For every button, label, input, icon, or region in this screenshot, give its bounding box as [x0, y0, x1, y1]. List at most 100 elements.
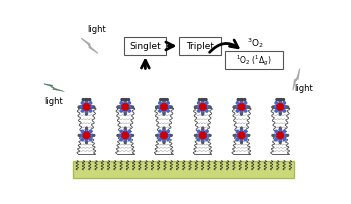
Circle shape — [81, 102, 84, 105]
Circle shape — [283, 99, 285, 101]
Text: $^1$O$_2$ ($^1\Delta_g$): $^1$O$_2$ ($^1\Delta_g$) — [236, 53, 272, 68]
Polygon shape — [117, 108, 134, 131]
Circle shape — [283, 131, 285, 133]
Circle shape — [201, 112, 204, 114]
Circle shape — [241, 142, 242, 144]
Circle shape — [194, 135, 196, 137]
Circle shape — [202, 99, 204, 101]
Circle shape — [240, 140, 243, 143]
Polygon shape — [155, 108, 173, 131]
Circle shape — [196, 106, 198, 109]
Circle shape — [163, 140, 165, 143]
Circle shape — [275, 131, 278, 133]
Circle shape — [236, 139, 239, 141]
Circle shape — [236, 131, 239, 133]
Circle shape — [283, 139, 285, 141]
Circle shape — [120, 131, 122, 133]
Polygon shape — [41, 84, 65, 92]
Circle shape — [244, 110, 247, 113]
Circle shape — [233, 135, 235, 137]
Circle shape — [80, 134, 82, 137]
Circle shape — [248, 135, 250, 137]
Circle shape — [93, 135, 95, 137]
Circle shape — [246, 106, 249, 109]
Circle shape — [205, 99, 207, 101]
Circle shape — [279, 129, 282, 131]
Circle shape — [244, 139, 247, 141]
Circle shape — [241, 99, 242, 101]
Text: Singlet: Singlet — [130, 42, 161, 51]
Circle shape — [279, 114, 281, 116]
Circle shape — [164, 99, 166, 101]
Circle shape — [279, 101, 282, 103]
Circle shape — [237, 99, 239, 101]
Circle shape — [78, 135, 80, 137]
Circle shape — [86, 128, 87, 129]
Circle shape — [241, 114, 242, 116]
Circle shape — [157, 106, 160, 109]
Circle shape — [236, 110, 239, 113]
Circle shape — [198, 139, 200, 141]
Circle shape — [86, 114, 87, 116]
Circle shape — [205, 139, 208, 141]
Circle shape — [81, 131, 84, 133]
Circle shape — [167, 139, 169, 141]
Polygon shape — [233, 108, 250, 131]
Circle shape — [124, 140, 126, 143]
Circle shape — [84, 99, 86, 101]
Circle shape — [209, 135, 211, 137]
Polygon shape — [155, 136, 173, 154]
Polygon shape — [78, 136, 95, 154]
Circle shape — [207, 106, 210, 109]
Circle shape — [162, 99, 164, 101]
Circle shape — [202, 128, 204, 129]
Circle shape — [167, 110, 169, 113]
Circle shape — [89, 110, 92, 113]
Polygon shape — [117, 136, 134, 154]
Circle shape — [171, 135, 172, 137]
Circle shape — [198, 102, 200, 105]
Circle shape — [199, 103, 207, 111]
Circle shape — [279, 142, 281, 144]
Circle shape — [275, 110, 278, 113]
Circle shape — [202, 142, 204, 144]
Circle shape — [124, 129, 126, 131]
Circle shape — [86, 142, 87, 144]
Circle shape — [121, 99, 123, 101]
Circle shape — [163, 114, 165, 116]
Circle shape — [78, 106, 80, 108]
Circle shape — [121, 132, 129, 140]
Circle shape — [241, 128, 242, 129]
Circle shape — [201, 99, 203, 101]
Circle shape — [118, 106, 121, 109]
Circle shape — [124, 112, 126, 114]
Circle shape — [240, 129, 243, 131]
Circle shape — [160, 103, 168, 111]
Circle shape — [85, 101, 88, 103]
Circle shape — [209, 106, 211, 108]
Circle shape — [244, 99, 246, 101]
Circle shape — [118, 134, 121, 137]
Text: light: light — [294, 84, 313, 93]
Circle shape — [159, 102, 161, 105]
Circle shape — [89, 131, 92, 133]
Polygon shape — [194, 136, 211, 154]
Circle shape — [89, 139, 92, 141]
Circle shape — [196, 134, 198, 137]
Circle shape — [273, 106, 276, 109]
FancyBboxPatch shape — [225, 51, 283, 70]
Circle shape — [198, 99, 200, 101]
Circle shape — [194, 106, 196, 108]
Circle shape — [93, 106, 95, 108]
Circle shape — [82, 99, 84, 101]
Circle shape — [163, 142, 165, 144]
Circle shape — [85, 140, 88, 143]
Circle shape — [85, 112, 88, 114]
Circle shape — [160, 99, 162, 101]
Circle shape — [157, 134, 160, 137]
Circle shape — [89, 102, 92, 105]
Circle shape — [276, 103, 284, 111]
Circle shape — [163, 128, 165, 129]
Circle shape — [128, 110, 131, 113]
Circle shape — [234, 106, 237, 109]
